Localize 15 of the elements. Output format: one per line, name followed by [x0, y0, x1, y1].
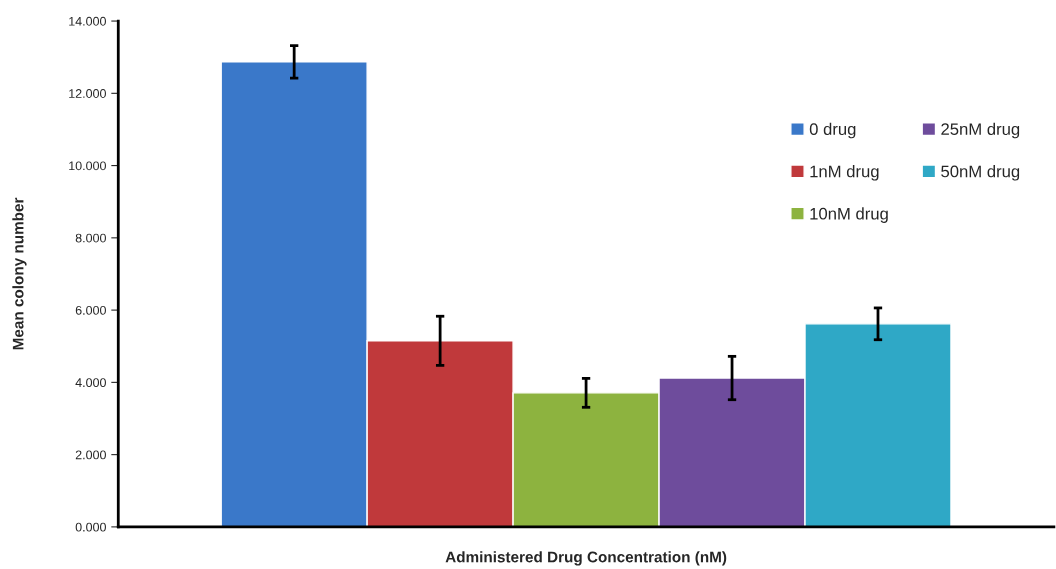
y-tick-label: 6.000: [75, 305, 106, 315]
x-axis-title: Administered Drug Concentration (nM): [445, 551, 727, 566]
y-tick-label: 0.000: [75, 522, 106, 532]
y-tick-label: 10.000: [69, 161, 106, 171]
y-tick-label: 4.000: [75, 378, 106, 388]
y-axis-title: Mean colony number: [12, 197, 27, 350]
y-tick-label: 14.000: [69, 16, 106, 26]
legend-label: 1nM drug: [810, 165, 879, 181]
y-tick-label: 12.000: [69, 89, 106, 98]
y-tick-label: 2.000: [75, 450, 106, 460]
legend-label: 10nM drug: [810, 207, 888, 223]
y-tick-label: 8.000: [75, 233, 106, 243]
legend-label: 0 drug: [809, 122, 856, 139]
legend-label: 25nM drug: [941, 122, 1020, 139]
legend-label: 50nM drug: [941, 165, 1020, 181]
